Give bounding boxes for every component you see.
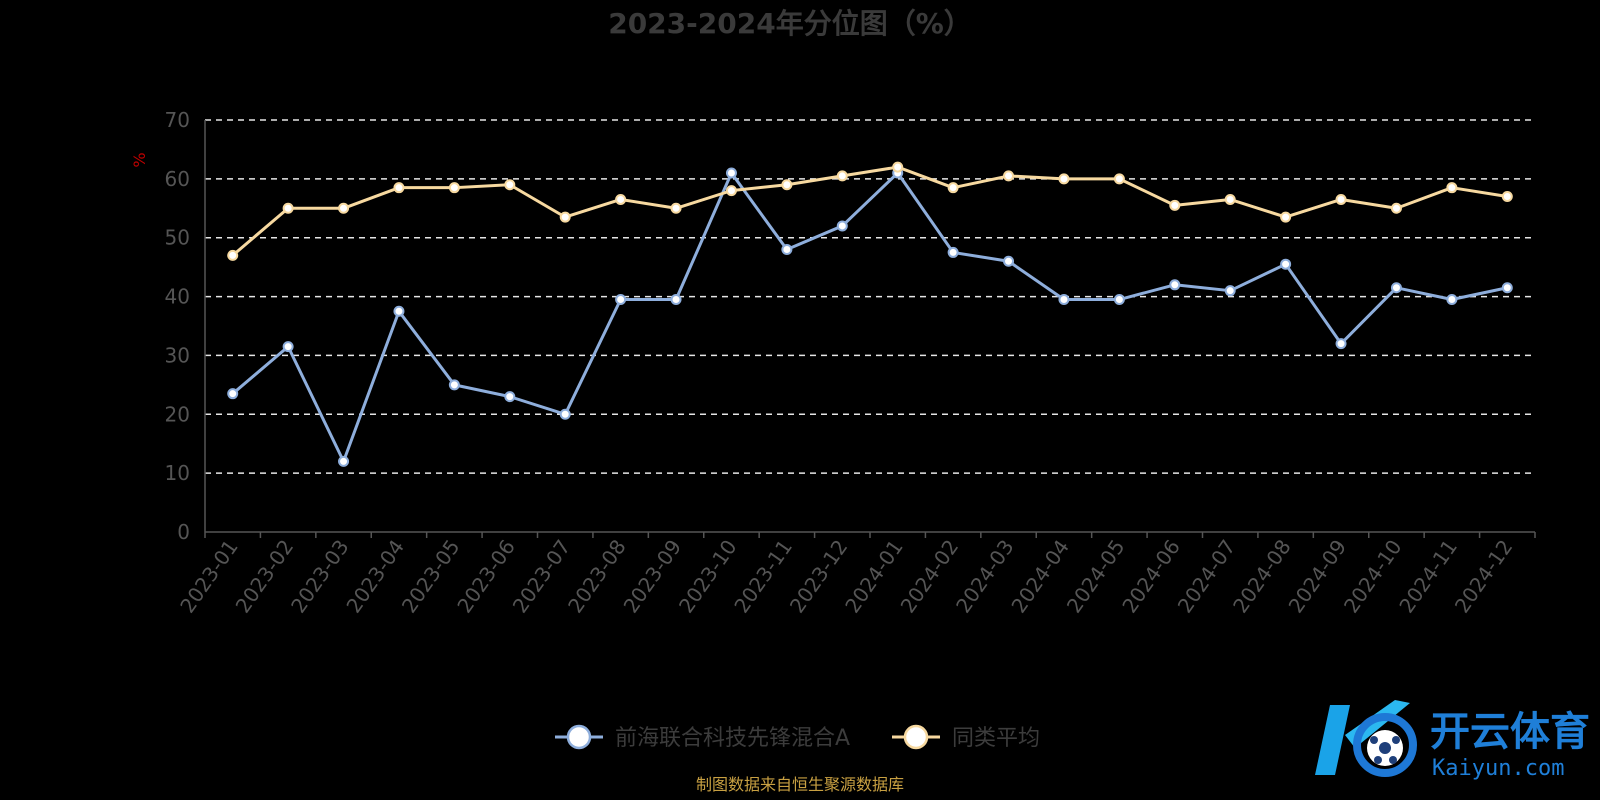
data-point-0[interactable]: [781, 243, 793, 255]
data-point-0[interactable]: [1335, 338, 1347, 350]
data-point-0[interactable]: [947, 246, 959, 258]
data-point-1[interactable]: [1113, 173, 1125, 185]
data-point-0[interactable]: [1501, 282, 1513, 294]
data-point-1[interactable]: [1446, 182, 1458, 194]
data-point-1[interactable]: [504, 179, 516, 191]
series-group: [227, 161, 1513, 467]
axes: 0102030405060702023-012023-022023-032023…: [165, 108, 1536, 617]
series-line-1: [231, 165, 1508, 257]
chart-title: 2023-2024年分位图（%）: [608, 7, 972, 40]
data-point-0[interactable]: [836, 220, 848, 232]
data-point-1[interactable]: [1335, 193, 1347, 205]
legend-item-0[interactable]: 前海联合科技先锋混合A: [555, 724, 850, 751]
data-point-1[interactable]: [393, 182, 405, 194]
legend-marker: [566, 724, 592, 750]
y-axis-label: %: [130, 152, 149, 167]
data-point-0[interactable]: [1446, 294, 1458, 306]
data-point-0[interactable]: [1169, 279, 1181, 291]
legend-label: 同类平均: [952, 726, 1040, 751]
data-point-1[interactable]: [1058, 173, 1070, 185]
data-point-0[interactable]: [1003, 255, 1015, 267]
data-point-1[interactable]: [670, 202, 682, 214]
data-point-1[interactable]: [892, 161, 904, 173]
data-point-0[interactable]: [227, 388, 239, 400]
data-point-1[interactable]: [836, 170, 848, 182]
data-point-0[interactable]: [615, 294, 627, 306]
kaiyun-logo-icon: [1315, 700, 1417, 777]
data-point-1[interactable]: [338, 202, 350, 214]
data-point-1[interactable]: [947, 182, 959, 194]
legend-marker: [903, 724, 929, 750]
data-point-1[interactable]: [781, 179, 793, 191]
data-point-1[interactable]: [448, 182, 460, 194]
data-point-0[interactable]: [559, 408, 571, 420]
y-tick-label: 40: [165, 285, 190, 309]
y-tick-label: 30: [165, 343, 190, 367]
grid: [205, 119, 1535, 474]
y-tick-label: 70: [165, 108, 190, 132]
watermark-brand: 开云体育: [1430, 709, 1590, 755]
legend-label: 前海联合科技先锋混合A: [615, 726, 850, 751]
data-point-1[interactable]: [1501, 191, 1513, 203]
y-tick-label: 0: [177, 520, 190, 544]
data-point-1[interactable]: [1280, 211, 1292, 223]
y-tick-label: 10: [165, 461, 190, 485]
data-point-1[interactable]: [1003, 170, 1015, 182]
data-point-0[interactable]: [1224, 285, 1236, 297]
data-point-0[interactable]: [1280, 258, 1292, 270]
legend[interactable]: 前海联合科技先锋混合A 同类平均: [555, 724, 1040, 751]
data-point-0[interactable]: [504, 391, 516, 403]
data-point-0[interactable]: [1390, 282, 1402, 294]
data-point-1[interactable]: [1224, 193, 1236, 205]
y-tick-label: 60: [165, 167, 190, 191]
data-point-1[interactable]: [1169, 199, 1181, 211]
data-point-1[interactable]: [615, 193, 627, 205]
data-point-0[interactable]: [1058, 294, 1070, 306]
data-point-1[interactable]: [227, 249, 239, 261]
data-point-0[interactable]: [1113, 294, 1125, 306]
data-point-1[interactable]: [725, 185, 737, 197]
data-point-0[interactable]: [448, 379, 460, 391]
data-point-1[interactable]: [559, 211, 571, 223]
footer-source: 制图数据来自恒生聚源数据库: [696, 775, 904, 794]
data-point-0[interactable]: [393, 305, 405, 317]
series-line-0: [231, 171, 1508, 463]
x-tick-label: 2024-12: [1450, 535, 1518, 617]
data-point-0[interactable]: [338, 455, 350, 467]
legend-item-1[interactable]: 同类平均: [892, 724, 1040, 751]
y-tick-label: 50: [165, 226, 190, 250]
data-point-1[interactable]: [282, 202, 294, 214]
data-point-0[interactable]: [670, 294, 682, 306]
data-point-0[interactable]: [282, 341, 294, 353]
watermark-domain: Kaiyun.com: [1432, 756, 1564, 781]
data-point-0[interactable]: [725, 167, 737, 179]
y-tick-label: 20: [165, 402, 190, 426]
data-point-1[interactable]: [1390, 202, 1402, 214]
